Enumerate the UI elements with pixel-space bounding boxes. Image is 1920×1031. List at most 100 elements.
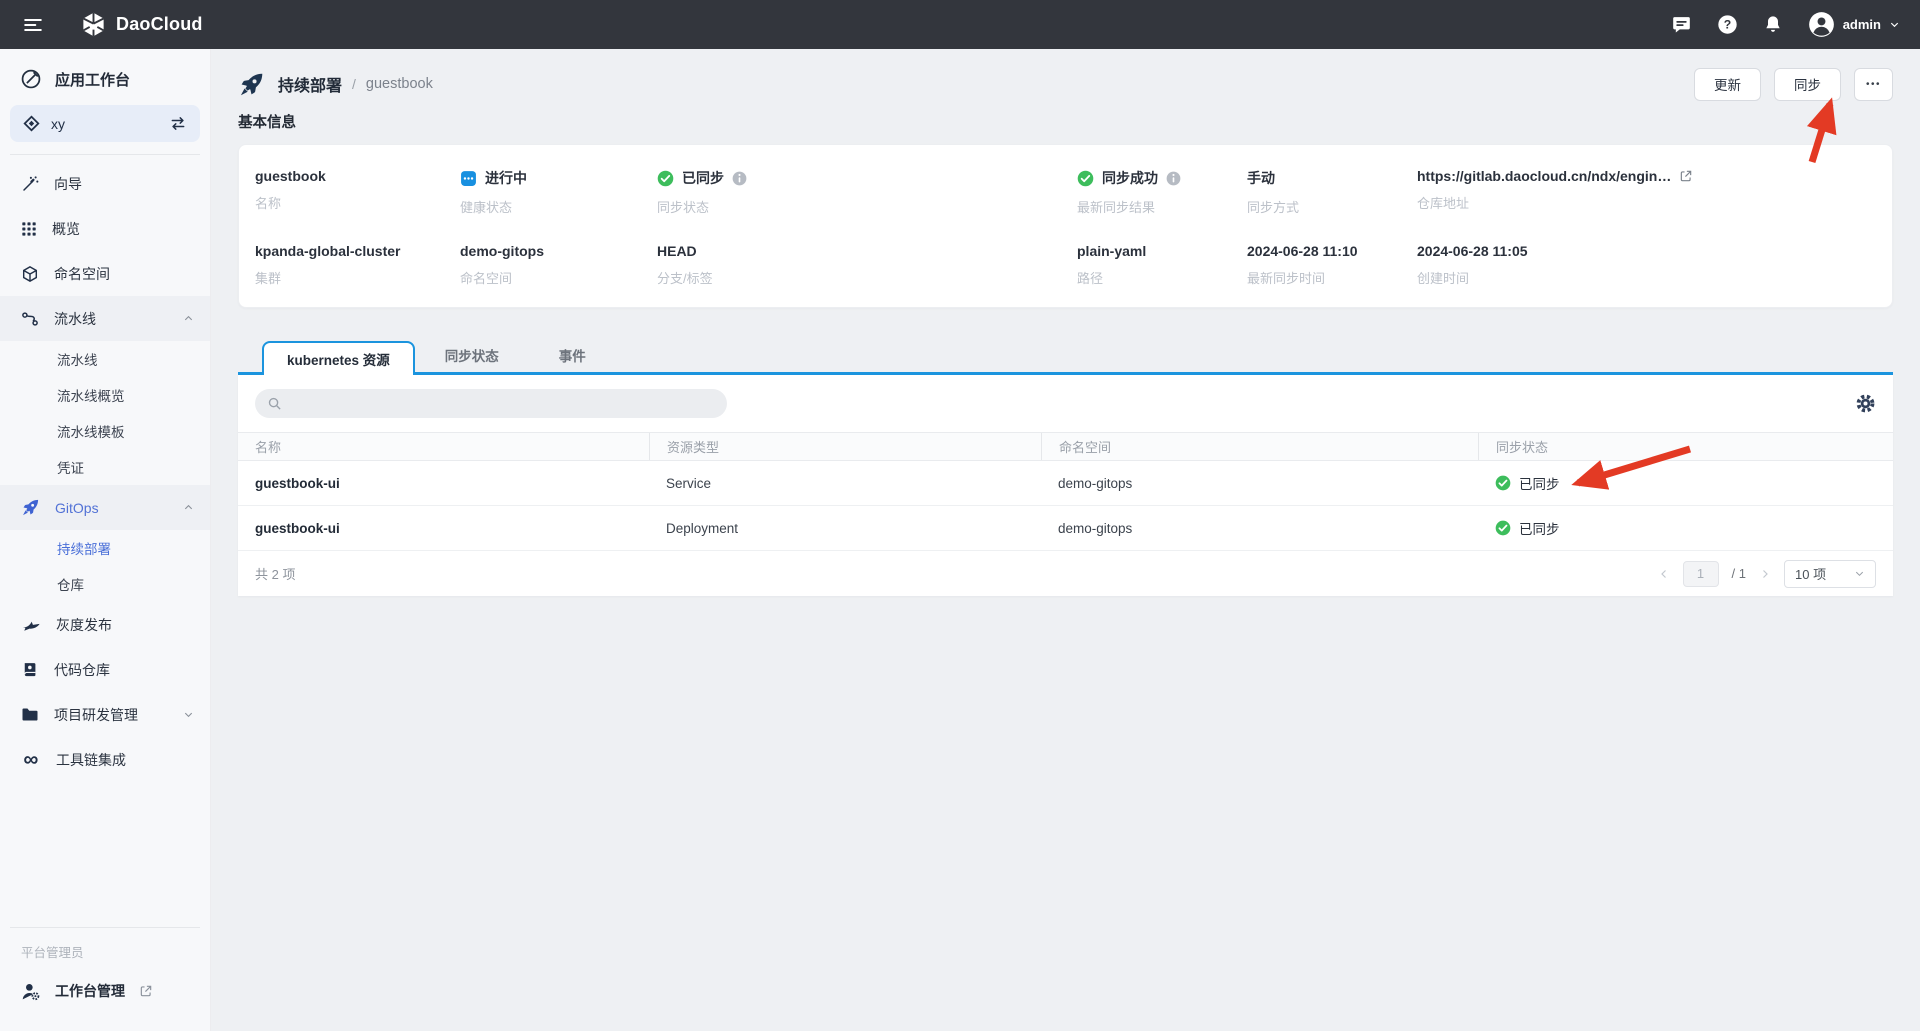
switch-workspace-icon[interactable] <box>169 116 187 131</box>
col-header-namespace: 命名空间 <box>1041 433 1478 460</box>
resource-type: Service <box>666 475 712 491</box>
workspace-selector[interactable]: xy <box>10 105 200 142</box>
breadcrumb-current: guestbook <box>365 76 433 92</box>
workbench-manage-link[interactable]: 工作台管理 <box>0 981 210 1031</box>
daocloud-logo-icon <box>80 11 107 38</box>
sidebar-item-toolchain[interactable]: ∞ 工具链集成 <box>0 737 210 782</box>
wand-icon <box>21 175 39 193</box>
sidebar-item-pipeline-template[interactable]: 流水线模板 <box>57 425 125 440</box>
field-created-time: 2024-06-28 11:05 创建时间 <box>1417 243 1528 286</box>
notification-bell-icon[interactable] <box>1763 14 1783 35</box>
field-health-status: 进行中 健康状态 <box>460 170 527 215</box>
sidebar-item-label: 流水线 <box>54 310 96 327</box>
admin-user-icon <box>21 982 41 1001</box>
detail-tabs: kubernetes 资源 同步状态 事件 <box>238 338 1893 375</box>
dove-icon <box>21 617 41 633</box>
brand[interactable]: DaoCloud <box>80 11 203 38</box>
infinity-icon: ∞ <box>23 747 39 771</box>
resource-namespace: demo-gitops <box>1058 475 1133 491</box>
field-repo-url: https://gitlab.daocloud.cn/ndx/engin… 仓库… <box>1417 168 1876 216</box>
brand-name: DaoCloud <box>116 14 203 34</box>
sidebar-group-gitops[interactable]: GitOps <box>0 485 210 530</box>
sidebar-item-wizard[interactable]: 向导 <box>0 161 210 206</box>
svg-text:?: ? <box>1723 18 1730 32</box>
main-content: 持续部署 / guestbook 更新 同步 ••• 基本信息 guestboo… <box>211 49 1920 1031</box>
feedback-comment-icon[interactable] <box>1671 14 1692 35</box>
sidebar-item-continuous-deployment[interactable]: 持续部署 <box>57 542 111 557</box>
resource-status: 已同步 <box>1478 461 1893 505</box>
chevron-down-icon <box>1889 19 1900 30</box>
pagination: 1 / 1 10 项 <box>1658 559 1876 588</box>
chevron-up-icon <box>183 502 194 513</box>
field-last-sync-time: 2024-06-28 11:10 最新同步时间 <box>1247 243 1358 286</box>
sidebar-item-code-repo[interactable]: 代码仓库 <box>0 647 210 692</box>
resource-name[interactable]: guestbook-ui <box>255 520 340 536</box>
basic-info-title: 基本信息 <box>238 115 296 131</box>
table-row[interactable]: guestbook-ui Service demo-gitops 已同步 <box>238 461 1893 506</box>
sidebar-item-repository[interactable]: 仓库 <box>57 578 84 593</box>
sidebar-item-label: 命名空间 <box>54 265 110 282</box>
user-menu[interactable]: admin <box>1808 11 1900 38</box>
col-header-name: 名称 <box>255 440 282 455</box>
resource-name[interactable]: guestbook-ui <box>255 475 340 491</box>
search-input-wrap[interactable] <box>255 389 727 418</box>
table-row[interactable]: guestbook-ui Deployment demo-gitops 已同步 <box>238 506 1893 551</box>
code-repo-icon <box>21 661 39 679</box>
repo-url-text[interactable]: https://gitlab.daocloud.cn/ndx/engin… <box>1417 168 1672 184</box>
current-page-input[interactable]: 1 <box>1682 560 1719 587</box>
info-icon[interactable] <box>732 171 747 186</box>
workspace-icon <box>23 115 40 132</box>
breadcrumb-separator: / <box>352 76 356 92</box>
resource-status: 已同步 <box>1478 506 1893 550</box>
tab-underline <box>238 372 1893 375</box>
prev-page-icon[interactable] <box>1658 568 1670 580</box>
sidebar-item-gray-release[interactable]: 灰度发布 <box>0 602 210 647</box>
hamburger-menu-icon[interactable] <box>16 8 50 42</box>
sidebar-item-label: 灰度发布 <box>56 616 112 633</box>
rocket-icon <box>21 498 40 517</box>
search-input[interactable] <box>290 396 715 411</box>
page-size-select[interactable]: 10 项 <box>1784 559 1876 588</box>
tab-sync-status[interactable]: 同步状态 <box>444 349 499 364</box>
breadcrumb-root[interactable]: 持续部署 <box>278 78 343 95</box>
sidebar-item-pipelines[interactable]: 流水线 <box>57 353 98 368</box>
sidebar-item-label: 工具链集成 <box>56 751 126 768</box>
update-button[interactable]: 更新 <box>1693 67 1761 101</box>
search-icon <box>267 396 282 411</box>
field-branch-tag: HEAD 分支/标签 <box>657 243 713 286</box>
gear-icon[interactable] <box>1855 393 1876 414</box>
total-count: 共 2 项 <box>255 567 296 582</box>
field-sync-mode: 手动 同步方式 <box>1247 170 1300 215</box>
sidebar-item-label: 项目研发管理 <box>54 706 138 723</box>
field-cluster: kpanda-global-cluster 集群 <box>255 243 401 286</box>
help-icon[interactable]: ? <box>1717 14 1738 35</box>
resource-namespace: demo-gitops <box>1058 520 1133 536</box>
basic-info-card: guestbook 名称 进行中 健康状态 已同步 <box>238 144 1893 308</box>
sidebar-item-label: 向导 <box>54 175 82 192</box>
sync-button[interactable]: 同步 <box>1773 67 1841 101</box>
next-page-icon[interactable] <box>1759 568 1771 580</box>
pipeline-icon <box>21 310 39 328</box>
field-sync-status: 已同步 同步状态 <box>657 168 1077 216</box>
external-link-icon[interactable] <box>1679 169 1693 183</box>
cube-icon <box>21 265 39 283</box>
sidebar-group-project-management[interactable]: 项目研发管理 <box>0 692 210 737</box>
synced-check-icon <box>1077 170 1094 187</box>
sidebar-item-namespace[interactable]: 命名空间 <box>0 251 210 296</box>
synced-check-icon <box>1495 475 1511 491</box>
topbar: DaoCloud ? admin <box>0 0 1920 49</box>
more-actions-button[interactable]: ••• <box>1853 67 1893 101</box>
sidebar-item-label: GitOps <box>55 499 99 516</box>
tab-events[interactable]: 事件 <box>558 349 586 364</box>
sidebar-item-label: 代码仓库 <box>54 661 110 678</box>
sidebar-item-credentials[interactable]: 凭证 <box>57 461 84 476</box>
progressing-icon <box>460 170 477 187</box>
workbench-label: 应用工作台 <box>55 71 131 89</box>
col-header-type: 资源类型 <box>649 433 1041 460</box>
tab-kubernetes-resources[interactable]: kubernetes 资源 <box>262 341 415 375</box>
sidebar-group-pipeline[interactable]: 流水线 <box>0 296 210 341</box>
sidebar-item-pipeline-overview[interactable]: 流水线概览 <box>57 389 125 404</box>
chevron-up-icon <box>183 313 194 324</box>
sidebar-item-overview[interactable]: 概览 <box>0 206 210 251</box>
info-icon[interactable] <box>1166 171 1181 186</box>
